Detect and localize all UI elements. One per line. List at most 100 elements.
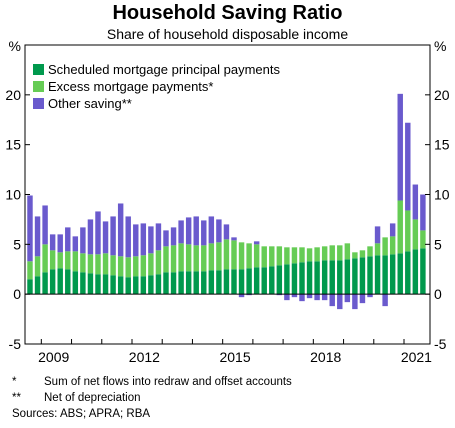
bar-3-1 <box>34 216 41 257</box>
bar-1-14 <box>133 276 139 295</box>
bar-2-20 <box>178 243 184 272</box>
bar-2-38 <box>314 247 320 262</box>
footnotes: * Sum of net flows into redraw and offse… <box>12 374 292 422</box>
y-tick-label-right-5: 5 <box>434 236 442 252</box>
bar-2-2 <box>42 244 48 273</box>
bar-2-4 <box>57 252 63 269</box>
bar-1-23 <box>201 271 207 295</box>
bar-1-33 <box>276 265 283 295</box>
x-tick-label-2018: 2018 <box>310 349 341 365</box>
bar-3-42 <box>344 294 351 303</box>
bar-1-30 <box>253 267 260 295</box>
bar-3-18 <box>163 230 169 247</box>
bar-2-25 <box>216 242 222 271</box>
bar-2-34 <box>284 247 290 265</box>
bar-2-17 <box>155 250 162 275</box>
bar-3-22 <box>193 216 199 246</box>
bar-3-48 <box>389 223 396 237</box>
bar-2-28 <box>238 242 245 270</box>
bar-2-21 <box>185 244 192 272</box>
bar-3-19 <box>170 227 177 246</box>
bar-3-35 <box>291 294 298 298</box>
bar-2-36 <box>299 247 305 263</box>
bar-1-39 <box>321 260 328 295</box>
bar-3-0 <box>27 195 33 262</box>
bar-3-11 <box>110 216 116 256</box>
bar-1-3 <box>49 269 56 295</box>
footnote-1: * Sum of net flows into redraw and offse… <box>12 374 292 390</box>
bar-3-37 <box>306 294 313 299</box>
bar-3-8 <box>87 219 94 255</box>
bar-1-47 <box>382 255 388 295</box>
bar-1-27 <box>231 269 237 295</box>
bar-1-46 <box>374 255 381 295</box>
bar-3-36 <box>299 294 305 302</box>
bar-2-50 <box>405 210 411 252</box>
bar-2-19 <box>170 245 177 273</box>
bar-2-37 <box>306 248 313 262</box>
bar-3-21 <box>185 217 192 245</box>
bar-1-4 <box>57 268 63 295</box>
bar-1-15 <box>140 276 147 295</box>
bar-2-45 <box>367 246 373 257</box>
footnote-2-symbol: ** <box>12 392 21 404</box>
bar-2-18 <box>163 246 169 273</box>
bar-2-27 <box>231 240 237 270</box>
bar-2-35 <box>291 247 298 264</box>
bar-1-2 <box>42 272 48 295</box>
legend-swatch-1 <box>33 64 44 75</box>
bar-3-15 <box>140 223 147 256</box>
bar-1-52 <box>420 248 426 295</box>
bar-2-0 <box>27 261 33 280</box>
bar-3-51 <box>412 184 419 220</box>
bar-2-43 <box>352 252 358 259</box>
bar-3-28 <box>238 294 245 298</box>
bar-2-42 <box>344 243 351 260</box>
bar-1-44 <box>359 257 366 295</box>
bar-3-13 <box>125 216 131 258</box>
bar-3-39 <box>321 294 328 301</box>
legend-label-3: Other saving** <box>48 96 132 111</box>
bar-1-0 <box>27 279 33 295</box>
bar-2-39 <box>321 246 328 261</box>
bar-1-43 <box>352 258 358 295</box>
bar-2-52 <box>420 230 426 249</box>
bar-2-9 <box>95 254 101 275</box>
bar-1-11 <box>110 275 116 295</box>
bar-1-35 <box>291 263 298 295</box>
bar-1-32 <box>269 266 275 295</box>
bar-3-41 <box>337 294 343 310</box>
bar-1-13 <box>125 277 131 295</box>
bar-2-15 <box>140 255 147 277</box>
bar-3-26 <box>223 224 230 240</box>
bar-3-4 <box>57 234 63 253</box>
bar-1-31 <box>261 267 267 295</box>
bar-2-14 <box>133 256 139 277</box>
bar-2-44 <box>359 250 366 258</box>
bar-1-12 <box>117 276 124 295</box>
footnote-1-text: Sum of net flows into redraw and offset … <box>44 376 292 388</box>
bar-1-50 <box>405 251 411 295</box>
y-tick-label-right-10: 10 <box>434 187 450 203</box>
footnote-2: ** Net of depreciation <box>12 390 292 406</box>
footnote-2-text: Net of depreciation <box>44 392 141 404</box>
bar-3-6 <box>72 236 79 252</box>
bar-2-32 <box>269 246 275 267</box>
bar-2-30 <box>253 244 260 268</box>
bar-1-7 <box>80 272 86 295</box>
bar-3-17 <box>155 223 162 251</box>
bar-2-26 <box>223 239 230 270</box>
bar-1-51 <box>412 249 419 295</box>
bar-2-16 <box>148 253 154 276</box>
bar-2-6 <box>72 251 79 272</box>
bar-3-38 <box>314 294 320 301</box>
y-tick-label-left-20: 20 <box>5 87 21 103</box>
bar-2-8 <box>87 254 94 274</box>
bar-3-34 <box>284 294 290 301</box>
sources-note: Sources: ABS; APRA; RBA <box>12 408 151 420</box>
y-tick-label-right-20: 20 <box>434 87 450 103</box>
bar-1-34 <box>284 264 290 295</box>
bar-3-49 <box>397 93 403 201</box>
bar-1-10 <box>102 274 109 295</box>
bar-2-7 <box>80 253 86 273</box>
